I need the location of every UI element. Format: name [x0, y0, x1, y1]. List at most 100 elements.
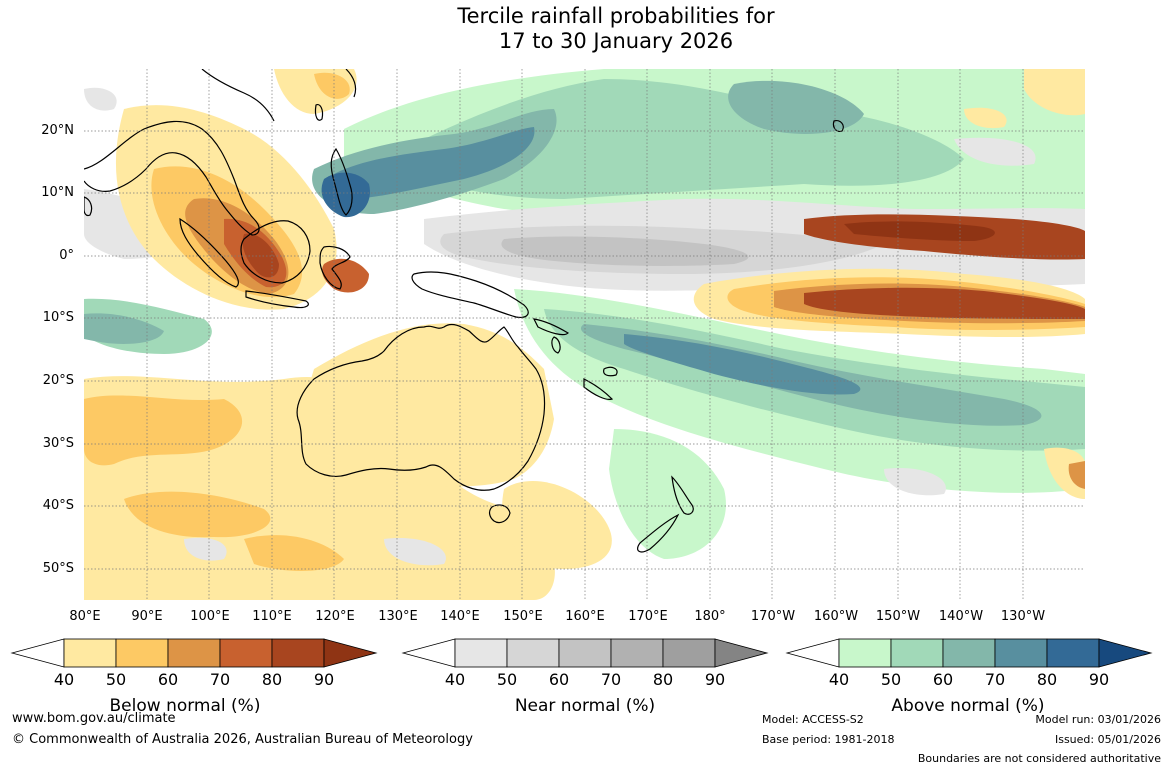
region-south-indian-below-60b — [124, 491, 271, 538]
coast-new-caledonia — [583, 378, 614, 400]
lon-label-150w: 150°W — [875, 609, 921, 624]
below-tick-60: 60 — [157, 670, 179, 689]
below-tick-80: 80 — [261, 670, 283, 689]
lat-label-40s: 40°S — [42, 498, 74, 513]
region-north-pacific-above-60 — [404, 79, 964, 199]
near-tick-70: 70 — [600, 670, 622, 689]
footer-model-run: Model run: 03/01/2026 — [1035, 713, 1161, 726]
swatch-above-60-70 — [942, 638, 996, 668]
below-normal-label: Below normal (%) — [109, 696, 261, 716]
lon-label-140w: 140°W — [938, 609, 984, 624]
near-normal-label: Near normal (%) — [514, 696, 656, 716]
title-line-2: 17 to 30 January 2026 — [498, 29, 734, 53]
above-tick-50: 50 — [880, 670, 902, 689]
swatch-below-50-60 — [115, 638, 169, 668]
region-east-pacific-below-80 — [804, 287, 1085, 319]
patch-orange-se — [1068, 461, 1085, 489]
swatch-below-40-50 — [63, 638, 117, 668]
patch-grey-4 — [954, 137, 1036, 166]
below-tick-50: 50 — [105, 670, 127, 689]
region-east-pacific-north-below-90 — [844, 221, 995, 241]
lon-label-170e: 170°E — [628, 609, 668, 624]
region-maritime-below-90 — [242, 233, 279, 278]
swatch-below-80-90 — [271, 638, 325, 668]
coast-sumatra — [179, 217, 239, 288]
coast-japan — [345, 69, 357, 98]
coast-sri-lanka — [84, 196, 93, 217]
footer-copyright: © Commonwealth of Australia 2026, Austra… — [12, 732, 473, 747]
lon-label-90e: 90°E — [131, 609, 163, 624]
colorbar-near-normal — [401, 638, 769, 668]
forecast-map — [84, 69, 1085, 600]
footer-website: www.bom.gov.au/climate — [12, 711, 176, 726]
lat-label-20n: 20°N — [41, 123, 74, 138]
patch-grey-5 — [84, 87, 117, 111]
swatch-above-40-50 — [838, 638, 892, 668]
coast-fiji — [603, 366, 618, 377]
coast-java — [245, 290, 309, 309]
swatch-near-50-60 — [506, 638, 560, 668]
patch-yellow-ne — [1024, 69, 1085, 116]
coast-philippines — [330, 147, 353, 216]
coast-china — [201, 69, 275, 122]
below-tick-40: 40 — [53, 670, 75, 689]
swatch-below-60-70 — [167, 638, 221, 668]
region-australia-below — [299, 323, 554, 487]
swatch-below-lt40 — [10, 638, 65, 668]
swatch-below-70-80 — [219, 638, 273, 668]
swatch-near-70-80 — [610, 638, 664, 668]
region-tasman-above — [609, 429, 726, 559]
near-tick-90: 90 — [704, 670, 726, 689]
footer-base-period: Base period: 1981-2018 — [762, 733, 895, 746]
near-tick-80: 80 — [652, 670, 674, 689]
coast-new-zealand-south — [637, 513, 680, 553]
coast-hawaii — [832, 120, 844, 132]
above-tick-40: 40 — [828, 670, 850, 689]
footer-disclaimer: Boundaries are not considered authoritat… — [917, 752, 1161, 765]
lat-label-0: 0° — [59, 248, 74, 263]
coast-new-zealand-north — [671, 475, 694, 515]
region-indian-above-70 — [84, 313, 164, 344]
swatch-near-lt40 — [401, 638, 456, 668]
below-tick-70: 70 — [209, 670, 231, 689]
region-south-indian-below-60c — [244, 535, 344, 571]
lon-label-80e: 80°E — [69, 609, 101, 624]
colorbar-above-normal — [785, 638, 1153, 668]
coast-tasmania — [488, 504, 511, 524]
lon-label-130e: 130°E — [378, 609, 418, 624]
map-canvas — [84, 69, 1085, 600]
footer-issued: Issued: 05/01/2026 — [1054, 733, 1161, 746]
lon-label-100e: 100°E — [190, 609, 230, 624]
above-tick-80: 80 — [1036, 670, 1058, 689]
region-spcz-above-80 — [624, 334, 861, 395]
coast-australia — [296, 323, 546, 491]
patch-grey-1 — [184, 537, 227, 561]
gridlines — [84, 69, 1085, 600]
patch-grey-2 — [384, 538, 446, 566]
region-nw-pacific-below — [314, 72, 350, 99]
coast-solomon — [532, 318, 569, 336]
lon-label-150e: 150°E — [503, 609, 543, 624]
coast-vanuatu — [551, 336, 561, 354]
lon-label-130w: 130°W — [1000, 609, 1046, 624]
swatch-below-gt90 — [323, 638, 378, 668]
lon-label-170w: 170°W — [750, 609, 796, 624]
lat-label-10n: 10°N — [41, 185, 74, 200]
title-line-1: Tercile rainfall probabilities for — [457, 4, 775, 28]
colorbar-below-normal — [10, 638, 378, 668]
swatch-near-80-90 — [662, 638, 716, 668]
patch-yellow-ne2 — [964, 107, 1007, 129]
lat-label-10s: 10°S — [42, 310, 74, 325]
region-east-australia-below — [502, 480, 612, 569]
coast-sulawesi — [319, 245, 351, 290]
coast-new-guinea — [411, 271, 529, 318]
region-equatorial-near-normal-70 — [501, 236, 749, 266]
swatch-near-gt90 — [714, 638, 769, 668]
patch-yellow-se — [1044, 447, 1085, 499]
lat-label-20s: 20°S — [42, 373, 74, 388]
lon-label-180: 180° — [694, 609, 726, 624]
coast-taiwan — [314, 104, 324, 121]
region-hawaii-above-70 — [728, 80, 864, 134]
footer-model: Model: ACCESS-S2 — [762, 713, 864, 726]
coast-borneo — [240, 220, 311, 284]
